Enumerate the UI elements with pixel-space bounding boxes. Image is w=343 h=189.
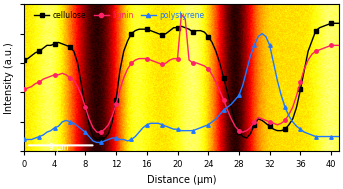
Y-axis label: Intensity (a.u.): Intensity (a.u.) <box>4 42 14 114</box>
X-axis label: Distance (μm): Distance (μm) <box>146 175 216 185</box>
Text: 9 μm: 9 μm <box>49 143 69 152</box>
Legend: cellulose, lignin, polystyrene: cellulose, lignin, polystyrene <box>31 8 208 23</box>
